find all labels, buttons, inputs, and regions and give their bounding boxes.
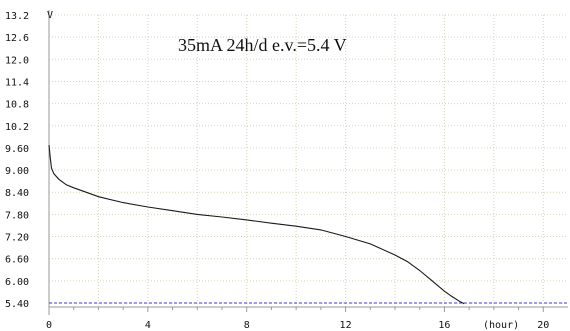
y-tick-label: 10.2	[5, 122, 29, 133]
y-tick-label: 12.0	[5, 55, 29, 66]
y-tick-label: 7.80	[5, 210, 29, 221]
y-axis-label: V	[47, 10, 53, 21]
axes	[48, 10, 568, 315]
y-tick-label: 8.40	[5, 188, 29, 199]
y-tick-label: 11.4	[5, 77, 29, 88]
y-tick-label: 10.8	[5, 100, 29, 111]
x-tick-label: 12	[340, 320, 352, 331]
chart-title: 35mA 24h/d e.v.=5.4 V	[178, 35, 347, 55]
tick-labels: 13.2 12.6 12.0 11.4 10.8 10.2 9.60 9.00 8.40 7.80…	[5, 11, 549, 331]
x-tick-label: 0	[46, 320, 52, 331]
discharge-curve	[48, 144, 465, 305]
y-tick-label: 6.60	[5, 255, 29, 266]
y-tick-label: 7.20	[5, 233, 29, 244]
x-axis-label: (hour)	[483, 320, 519, 331]
x-tick-label: 16	[438, 320, 450, 331]
y-tick-label: 9.60	[5, 144, 29, 155]
x-tick-label: 8	[244, 320, 250, 331]
series-layer	[48, 144, 465, 305]
y-tick-label: 9.00	[5, 166, 29, 177]
y-tick-label: 13.2	[5, 11, 29, 22]
y-tick-label: 12.6	[5, 33, 29, 44]
grid	[49, 14, 568, 307]
x-tick-label: 20	[537, 320, 549, 331]
y-tick-label: 5.40	[5, 299, 29, 310]
x-tick-label: 4	[145, 320, 151, 331]
y-tick-label: 6.00	[5, 277, 29, 288]
